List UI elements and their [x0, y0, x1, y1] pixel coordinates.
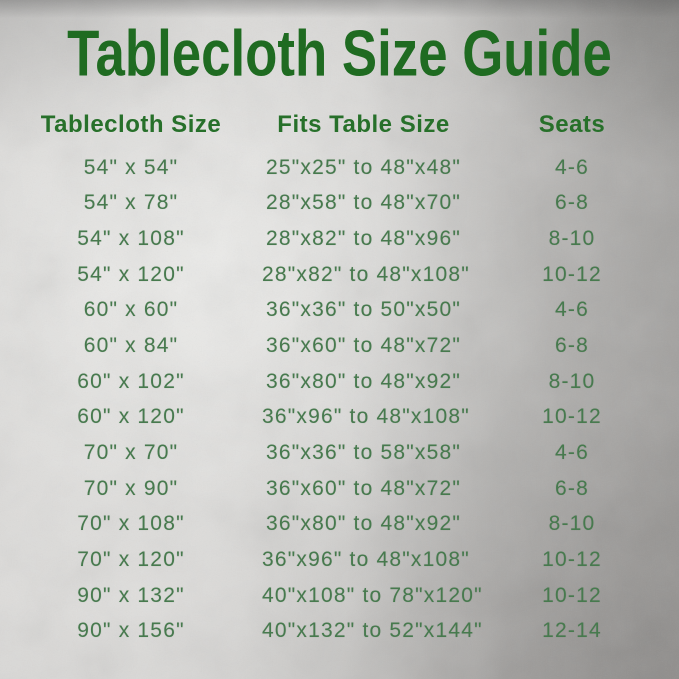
tablecloth-size-cell: 54" x 120" [77, 262, 185, 286]
seats-cell: 6-8 [555, 476, 589, 500]
tablecloth-size-cell: 54" x 108" [77, 227, 185, 251]
tablecloth-size-cell: 70" x 90" [83, 476, 179, 500]
table-row: 70" x 108" 36"x80" to 48"x92" 8-10 [0, 507, 679, 543]
table-row: 60" x 84" 36"x60" to 48"x72" 6-8 [0, 328, 679, 364]
fits-table-size-cell: 28"x58" to 48"x70" [265, 191, 462, 215]
fits-table-size-cell: 36"x60" to 48"x72" [265, 476, 462, 500]
tablecloth-size-cell: 60" x 84" [83, 334, 179, 358]
table-row: 90" x 132" 40"x108" to 78"x120" 10-12 [0, 578, 679, 614]
page-title: Tablecloth Size Guide [67, 17, 612, 90]
table-row: 60" x 102" 36"x80" to 48"x92" 8-10 [0, 364, 679, 400]
table-row: 70" x 70" 36"x36" to 58"x58" 4-6 [0, 435, 679, 471]
fits-table-size-cell: 36"x80" to 48"x92" [265, 512, 462, 536]
tablecloth-size-cell: 54" x 78" [83, 191, 179, 215]
size-table-body: 54" x 54" 25"x25" to 48"x48" 4-6 54" x 7… [0, 150, 679, 649]
seats-cell: 10-12 [542, 405, 602, 429]
fits-table-size-cell: 36"x36" to 50"x50" [265, 298, 462, 322]
seats-cell: 8-10 [548, 227, 596, 251]
tablecloth-size-cell: 60" x 60" [83, 298, 179, 322]
fits-table-size-cell: 36"x96" to 48"x108" [262, 548, 470, 572]
table-row: 90" x 156" 40"x132" to 52"x144" 12-14 [0, 614, 679, 650]
table-row: 54" x 120" 28"x82" to 48"x108" 10-12 [0, 257, 679, 293]
table-row: 54" x 54" 25"x25" to 48"x48" 4-6 [0, 150, 679, 186]
seats-cell: 10-12 [542, 583, 602, 607]
tablecloth-size-cell: 54" x 54" [83, 155, 179, 179]
table-row: 54" x 78" 28"x58" to 48"x70" 6-8 [0, 186, 679, 222]
header-fits-table-size: Fits Table Size [277, 111, 450, 138]
seats-cell: 10-12 [542, 548, 602, 572]
seats-cell: 4-6 [555, 298, 589, 322]
table-row: 60" x 120" 36"x96" to 48"x108" 10-12 [0, 400, 679, 436]
fits-table-size-cell: 36"x36" to 58"x58" [265, 441, 462, 465]
fits-table-size-cell: 28"x82" to 48"x108" [262, 262, 470, 286]
seats-cell: 12-14 [542, 619, 602, 643]
tablecloth-size-cell: 70" x 120" [77, 548, 185, 572]
size-table: Tablecloth Size Fits Table Size Seats 54… [0, 100, 679, 649]
seats-cell: 10-12 [542, 262, 602, 286]
seats-cell: 6-8 [555, 334, 589, 358]
fits-table-size-cell: 36"x80" to 48"x92" [265, 369, 462, 393]
seats-cell: 8-10 [548, 369, 596, 393]
tablecloth-size-cell: 90" x 156" [77, 619, 185, 643]
table-row: 70" x 120" 36"x96" to 48"x108" 10-12 [0, 542, 679, 578]
seats-cell: 4-6 [555, 155, 589, 179]
tablecloth-size-cell: 60" x 120" [77, 405, 185, 429]
tablecloth-size-cell: 90" x 132" [77, 583, 185, 607]
tablecloth-size-cell: 60" x 102" [77, 369, 185, 393]
header-tablecloth-size: Tablecloth Size [40, 111, 222, 138]
tablecloth-size-cell: 70" x 70" [83, 441, 179, 465]
fits-table-size-cell: 25"x25" to 48"x48" [265, 155, 462, 179]
table-row: 54" x 108" 28"x82" to 48"x96" 8-10 [0, 221, 679, 257]
tablecloth-size-cell: 70" x 108" [77, 512, 185, 536]
fits-table-size-cell: 28"x82" to 48"x96" [265, 227, 462, 251]
fits-table-size-cell: 36"x96" to 48"x108" [262, 405, 470, 429]
fits-table-size-cell: 36"x60" to 48"x72" [265, 334, 462, 358]
table-row: 60" x 60" 36"x36" to 50"x50" 4-6 [0, 293, 679, 329]
fits-table-size-cell: 40"x132" to 52"x144" [262, 619, 483, 643]
table-header-row: Tablecloth Size Fits Table Size Seats [0, 100, 679, 150]
seats-cell: 8-10 [548, 512, 596, 536]
fits-table-size-cell: 40"x108" to 78"x120" [262, 583, 483, 607]
table-row: 70" x 90" 36"x60" to 48"x72" 6-8 [0, 471, 679, 507]
seats-cell: 6-8 [555, 191, 589, 215]
header-seats: Seats [538, 111, 606, 138]
seats-cell: 4-6 [555, 441, 589, 465]
